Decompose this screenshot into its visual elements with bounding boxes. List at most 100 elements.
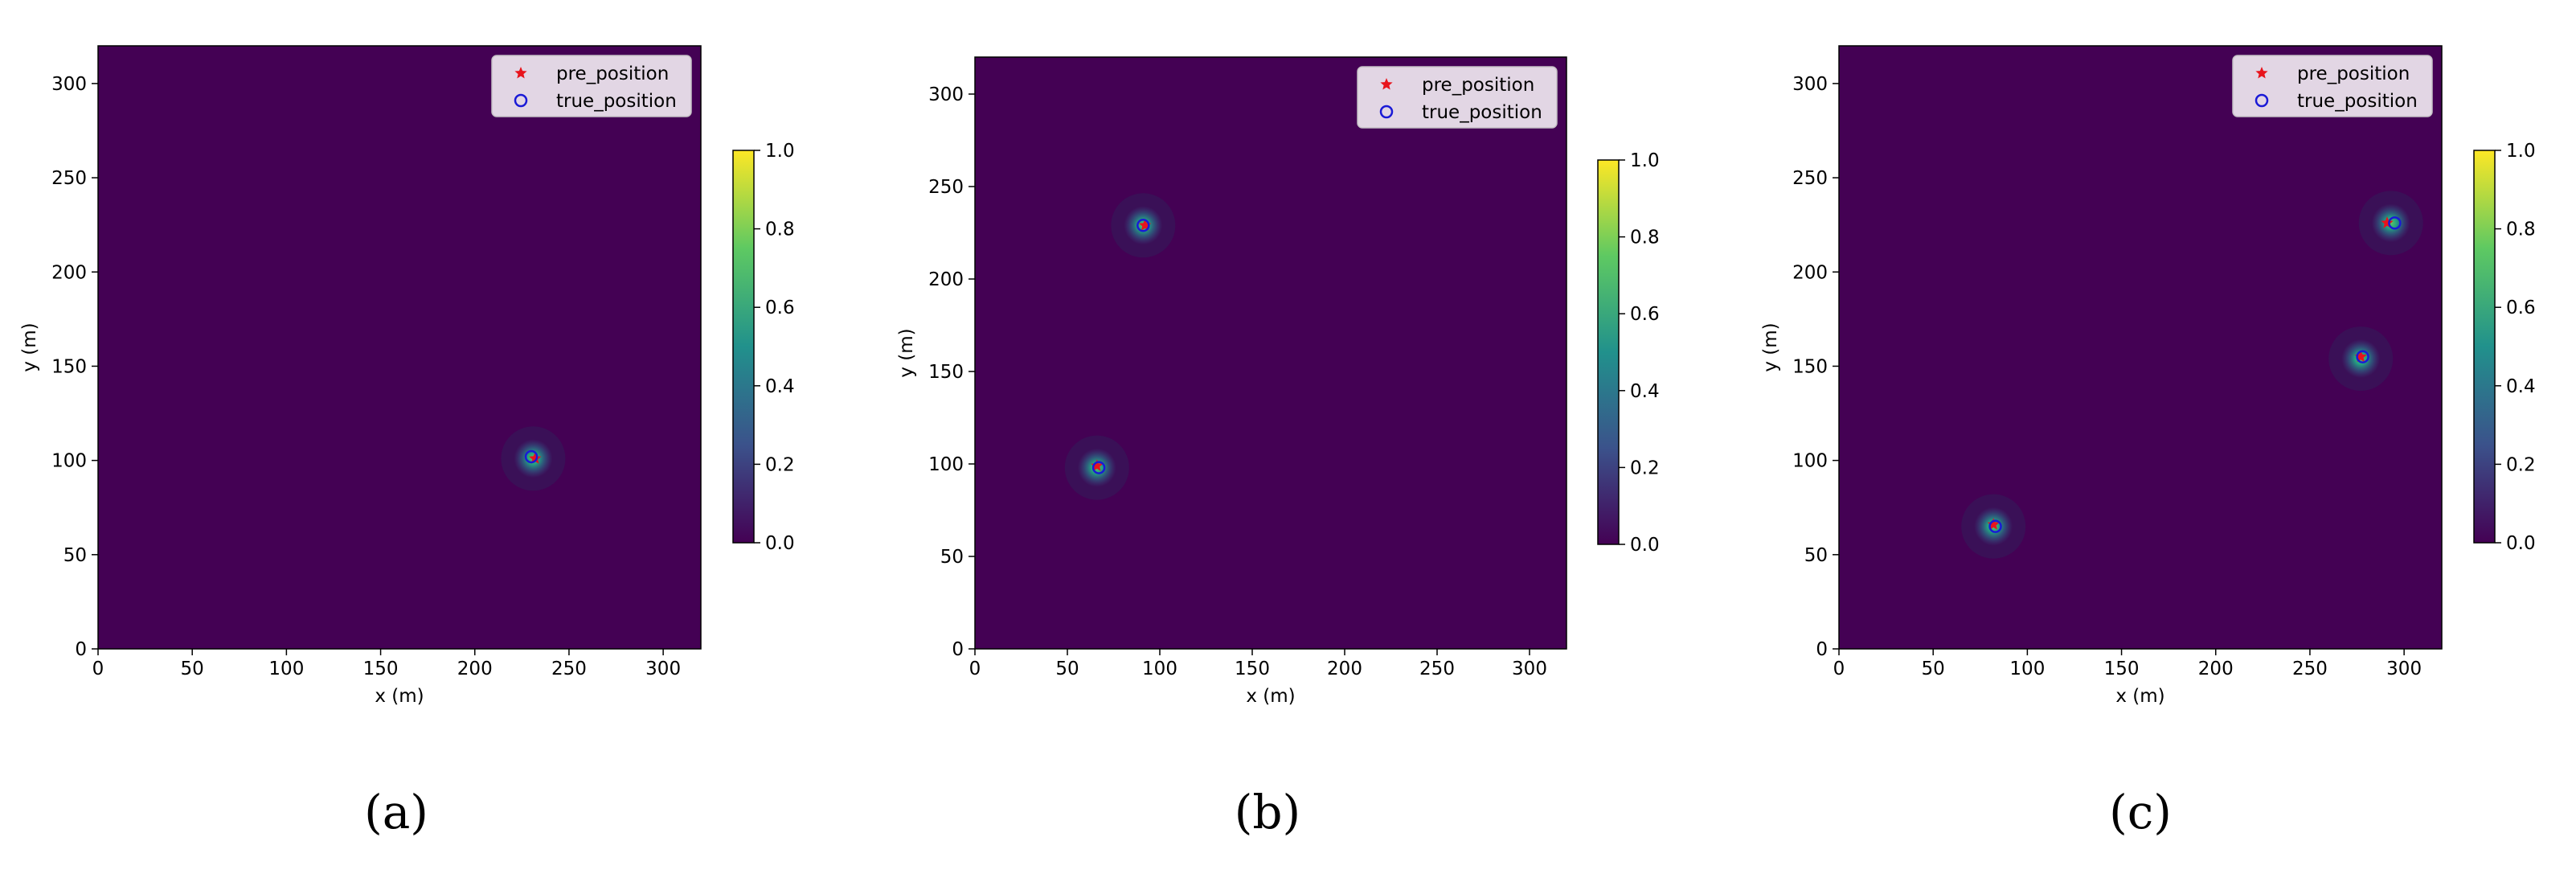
legend-circle-glyph	[514, 93, 528, 108]
legend-star-icon	[514, 67, 527, 79]
true-position-marker	[2388, 216, 2402, 230]
y-tick-label: 200	[51, 262, 87, 283]
colorbar-tick-label: 0.0	[765, 533, 795, 554]
y-tick-label: 100	[1792, 451, 1828, 472]
panel-a: 0 50 100 150 200 250 300 0 50 100 150 200 250 300 x …	[19, 45, 795, 839]
colorbar-tick-label: 0.4	[2506, 376, 2536, 397]
heatmap-background	[975, 57, 1566, 649]
true-position-marker	[524, 449, 539, 464]
y-tick-label: 300	[1792, 74, 1828, 95]
x-axis-label-a: x (m)	[375, 686, 424, 707]
colorbar-tick-label: 0.6	[765, 298, 795, 318]
x-axis-b: 0 50 100 150 200 250 300	[969, 649, 1547, 679]
x-tick-label: 50	[181, 659, 204, 679]
true-position-marker	[1136, 219, 1150, 232]
colorbar-gradient	[732, 150, 755, 544]
true-position-marker	[2356, 350, 2369, 363]
legend-box-b	[1357, 66, 1558, 129]
x-tick-label: 50	[1922, 659, 1945, 679]
y-tick-label: 250	[51, 168, 87, 189]
legend-box-a	[491, 55, 692, 117]
colorbar-tick-label: 0.0	[1630, 535, 1660, 556]
y-tick-label: 50	[940, 547, 964, 568]
y-axis-label-b: y (m)	[896, 328, 917, 377]
y-tick-label: 0	[75, 639, 87, 660]
colorbar-gradient	[1597, 159, 1620, 545]
y-axis-label-a: y (m)	[19, 322, 40, 371]
y-tick-label: 300	[51, 74, 87, 95]
panel-b: 0 50 100 150 200 250 300 0 50 100 150 200 250 300 x …	[896, 56, 1660, 839]
y-tick-label: 0	[1816, 639, 1828, 660]
x-tick-label: 100	[268, 659, 304, 679]
legend-c: pre_position true_position	[2232, 55, 2433, 117]
legend-box-c	[2232, 55, 2433, 117]
y-tick-label: 100	[928, 454, 964, 475]
y-axis-a: 0 50 100 150 200 250 300	[51, 74, 98, 660]
legend-label-true-position: true_position	[556, 91, 677, 112]
legend-a: pre_position true_position	[491, 55, 692, 117]
x-tick-label: 100	[2009, 659, 2045, 679]
x-tick-label: 300	[2386, 659, 2422, 679]
x-tick-label: 200	[1327, 659, 1362, 679]
x-tick-label: 150	[363, 659, 399, 679]
colorbar-tick-label: 1.0	[1630, 150, 1660, 171]
heatmap-plot-a	[97, 45, 702, 650]
legend-label-pre-position: pre_position	[556, 64, 669, 84]
legend-circle-glyph	[1379, 105, 1394, 119]
y-axis-c: 0 50 100 150 200 250 300	[1792, 74, 1839, 660]
y-axis-label-c: y (m)	[1760, 322, 1781, 371]
plot-frame	[97, 45, 702, 650]
true-position-marker	[1091, 461, 1106, 474]
heatmap-plot-b	[974, 56, 1567, 650]
y-tick-label: 100	[51, 451, 87, 472]
colorbar-tick-label: 0.8	[1630, 228, 1660, 248]
legend-label-pre-position: pre_position	[2297, 64, 2410, 84]
legend-star-icon	[2255, 67, 2268, 79]
y-tick-label: 300	[928, 84, 964, 105]
caption-a: (a)	[364, 785, 428, 839]
legend-star-glyph	[514, 67, 527, 79]
y-tick-label: 150	[51, 356, 87, 377]
y-tick-label: 250	[928, 177, 964, 198]
x-tick-label: 50	[1055, 659, 1079, 679]
legend-circle-icon	[1379, 105, 1394, 119]
colorbar-tick-label: 0.4	[1630, 381, 1660, 402]
x-tick-label: 200	[457, 659, 493, 679]
colorbar-tick-label: 0.8	[765, 220, 795, 240]
x-tick-label: 0	[969, 659, 981, 679]
x-tick-label: 0	[92, 659, 104, 679]
y-axis-b: 0 50 100 150 200 250 300	[928, 84, 975, 660]
panel-c: 0 50 100 150 200 250 300 0 50 100 150 200 250 300 x …	[1760, 45, 2536, 839]
legend-star-glyph	[1380, 78, 1393, 90]
x-tick-label: 300	[645, 659, 681, 679]
y-tick-label: 200	[1792, 262, 1828, 283]
plot-frame	[974, 56, 1567, 650]
x-axis-c: 0 50 100 150 200 250 300	[1833, 649, 2422, 679]
legend-star-icon	[1380, 78, 1393, 90]
x-tick-label: 250	[1419, 659, 1455, 679]
plot-frame	[1838, 45, 2443, 650]
heatmap-plot-c	[1838, 45, 2443, 650]
x-tick-label: 250	[2292, 659, 2328, 679]
x-axis-a: 0 50 100 150 200 250 300	[92, 649, 681, 679]
colorbar-a: 0.0 0.2 0.4 0.6 0.8 1.0	[732, 141, 795, 554]
colorbar-c: 0.0 0.2 0.4 0.6 0.8 1.0	[2473, 141, 2536, 554]
legend-label-true-position: true_position	[2297, 91, 2418, 112]
heatmap-background	[98, 46, 701, 649]
x-axis-label-b: x (m)	[1246, 686, 1295, 707]
caption-c: (c)	[2109, 785, 2172, 839]
x-tick-label: 150	[1235, 659, 1270, 679]
legend-label-true-position: true_position	[1422, 102, 1542, 123]
legend-star-glyph	[2255, 67, 2268, 79]
y-tick-label: 200	[928, 269, 964, 290]
y-tick-label: 150	[928, 362, 964, 383]
colorbar-tick-label: 0.0	[2506, 533, 2536, 554]
caption-b: (b)	[1235, 785, 1300, 839]
colorbar-b: 0.0 0.2 0.4 0.6 0.8 1.0	[1597, 150, 1660, 556]
true-position-marker	[1988, 519, 2002, 533]
colorbar-gradient	[2473, 150, 2496, 544]
pre-position-marker	[529, 452, 542, 464]
colorbar-tick-label: 0.6	[1630, 304, 1660, 325]
y-tick-label: 50	[1804, 545, 1828, 566]
